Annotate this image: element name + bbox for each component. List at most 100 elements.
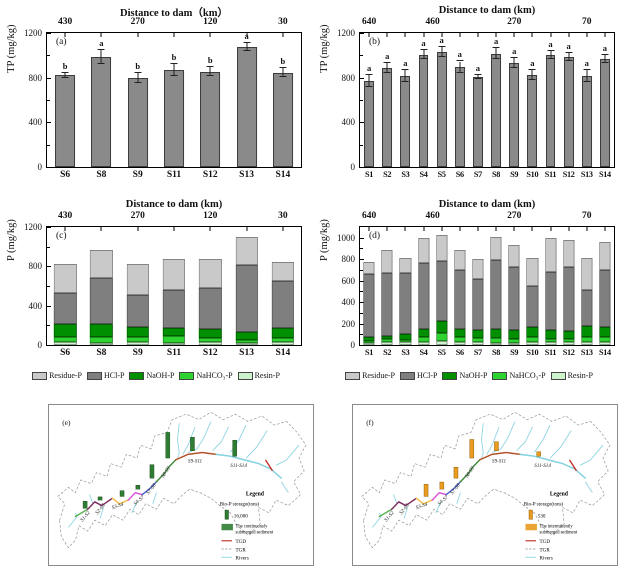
segment-Resin-P-S13 bbox=[581, 341, 593, 345]
x-category-label: S8 bbox=[96, 348, 107, 358]
x-category-label: S10 bbox=[526, 170, 539, 179]
plot-area-c: Distance to dam (km) (c) 0 400 800 1200 430 270… bbox=[24, 199, 302, 358]
y-tick bbox=[360, 167, 364, 168]
error-bar-cap bbox=[565, 59, 573, 61]
segment-Residue-P-S4 bbox=[417, 237, 430, 264]
watershed-boundary bbox=[361, 411, 611, 549]
significance-letter: b bbox=[171, 51, 177, 62]
reach-label-S9-S11: S9-S11 bbox=[188, 459, 202, 465]
error-bar-cap bbox=[528, 69, 536, 71]
segment-HCl-P-S14 bbox=[599, 269, 611, 328]
legend-swatch bbox=[32, 371, 48, 380]
segment-NaOH-P-S6 bbox=[53, 324, 77, 337]
significance-letter: a bbox=[99, 38, 104, 49]
top-axis-tick bbox=[404, 33, 406, 37]
stacked-bar-S14 bbox=[271, 261, 295, 346]
bar-S14 bbox=[272, 72, 293, 167]
y-tick bbox=[47, 266, 51, 268]
error-bar bbox=[100, 50, 102, 64]
y-minor-tick bbox=[360, 291, 363, 293]
top-axis-tick bbox=[604, 227, 606, 231]
reach-label-S1-S2: S1-S2 bbox=[383, 510, 395, 524]
segment-NaHCO₃-P-S12 bbox=[199, 337, 222, 343]
error-bar bbox=[64, 72, 66, 79]
legend-item-HCl-P: HCl-P bbox=[86, 371, 124, 380]
error-bar-cap bbox=[474, 78, 482, 80]
stacked-bar-S10 bbox=[526, 257, 538, 345]
legend-label: HCl-P bbox=[416, 371, 438, 380]
segment-Resin-P-S8 bbox=[90, 342, 113, 345]
segment-NaHCO₃-P-S6 bbox=[454, 337, 466, 343]
error-bar-cap bbox=[206, 66, 214, 68]
segment-NaHCO₃-P-S3 bbox=[399, 340, 411, 343]
top-axis-tick bbox=[550, 227, 551, 231]
error-bar bbox=[423, 50, 424, 60]
top-axis-tick bbox=[495, 33, 497, 37]
error-bar bbox=[173, 63, 175, 76]
error-bar-cap bbox=[365, 86, 373, 88]
river-5 bbox=[245, 430, 268, 459]
x-category-label: S11 bbox=[544, 348, 557, 357]
error-bar-cap bbox=[383, 71, 391, 73]
significance-letter: a bbox=[385, 50, 390, 61]
x-category-label: S9 bbox=[510, 170, 519, 179]
channel-S3-S4 bbox=[111, 497, 129, 505]
phosphorus-fraction-legend-d: Residue-P HCl-P NaOH-P NaHCO₃-P Resin-P bbox=[317, 371, 621, 380]
distance-label: 30 bbox=[278, 211, 288, 221]
top-axis-tick bbox=[246, 227, 248, 231]
segment-Resin-P-S12 bbox=[563, 342, 575, 346]
segment-NaHCO₃-P-S9 bbox=[126, 337, 149, 342]
stacked-bar-S9 bbox=[508, 245, 520, 345]
river-6 bbox=[275, 444, 300, 466]
legend-item-Resin-P: Resin-P bbox=[550, 371, 593, 380]
segment-Residue-P-S6 bbox=[53, 264, 77, 293]
y-minor-tick bbox=[360, 312, 363, 314]
distance-label: 460 bbox=[425, 211, 440, 221]
river-8 bbox=[68, 512, 78, 528]
legend-item-NaHCO₃-P: NaHCO₃-P bbox=[492, 371, 546, 380]
bar-S13 bbox=[581, 76, 592, 167]
legend-item-Resin-P: Resin-P bbox=[237, 371, 280, 380]
segment-NaHCO₃-P-S7 bbox=[472, 337, 484, 343]
error-bar-cap bbox=[243, 42, 251, 44]
bio-p-bar-S2-S3 bbox=[97, 496, 103, 501]
error-bar bbox=[550, 51, 551, 60]
legend-sediment-line1: The continuously bbox=[236, 524, 268, 529]
channel-S2-S3 bbox=[391, 497, 418, 510]
y-tick bbox=[47, 77, 51, 79]
y-tick-label: 400 bbox=[341, 297, 356, 308]
legend-tgd-label: TGD bbox=[236, 539, 247, 545]
top-axis-title: Distance to dam (km) bbox=[438, 199, 536, 210]
y-tick-label: 800 bbox=[341, 72, 356, 83]
river-12 bbox=[89, 494, 94, 504]
top-axis-tick bbox=[246, 33, 248, 37]
river-7 bbox=[280, 481, 289, 494]
y-tick-label: 1200 bbox=[24, 222, 42, 232]
top-axis-tick bbox=[513, 33, 515, 37]
top-axis-tick bbox=[604, 33, 606, 37]
segment-Residue-P-S13 bbox=[581, 258, 593, 290]
bio-p-bar-S9-S11 bbox=[494, 441, 499, 451]
stacked-bar-S14 bbox=[599, 242, 611, 346]
legend-swatch bbox=[550, 371, 566, 380]
bio-p-bar-S4-S7 bbox=[135, 485, 141, 490]
segment-NaHCO₃-P-S11 bbox=[544, 339, 557, 343]
significance-letter: a bbox=[475, 62, 481, 73]
x-category-label: S6 bbox=[60, 170, 71, 180]
x-category-label: S14 bbox=[275, 348, 291, 358]
bio-p-bar-S8-S9 bbox=[469, 439, 475, 459]
channel-S4-S7 bbox=[431, 491, 447, 501]
stacked-bar-S13 bbox=[235, 237, 258, 345]
top-axis-tick bbox=[209, 33, 211, 37]
top-axis-tick bbox=[423, 33, 424, 37]
plot-area-d: Distance to dam (km) (d) 0 200 400 600 800 1000… bbox=[337, 199, 615, 357]
x-category-label: S13 bbox=[239, 348, 254, 358]
x-category-label: S13 bbox=[580, 348, 593, 357]
segment-NaOH-P-S2 bbox=[381, 335, 393, 339]
error-bar-cap bbox=[243, 49, 251, 51]
reach-label-S4-S7: S4-S7 bbox=[436, 493, 450, 507]
segment-HCl-P-S13 bbox=[581, 289, 593, 326]
segment-Residue-P-S13 bbox=[235, 237, 258, 265]
significance-letter: a bbox=[584, 58, 589, 69]
segment-HCl-P-S5 bbox=[436, 261, 448, 322]
